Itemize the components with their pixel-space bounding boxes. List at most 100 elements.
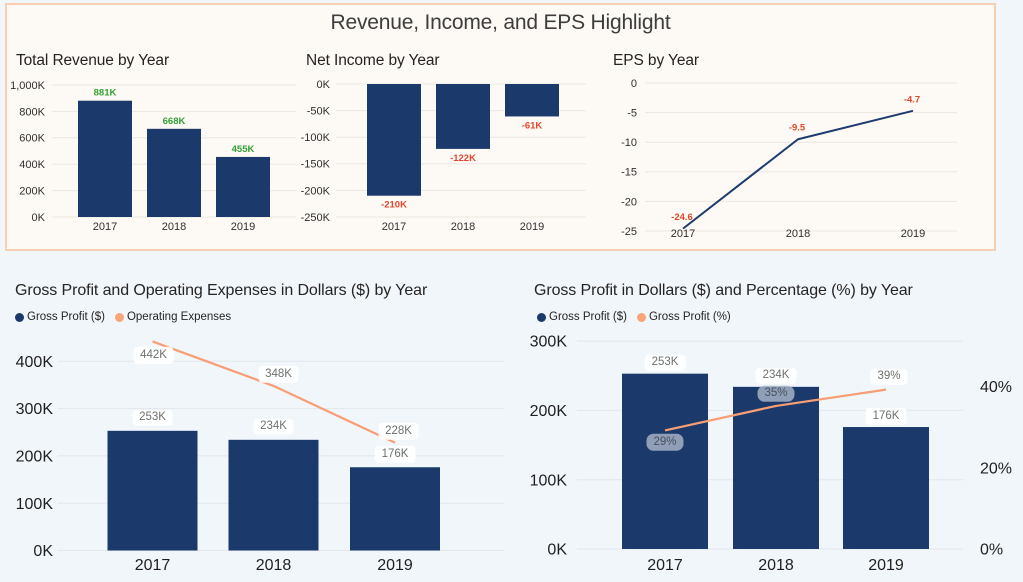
y-axis-tick-label: 400K (19, 159, 45, 171)
eps-chart: 0 -5 -10 -15 -20 -25 2017 2018 2019 -24.6 -9.5 -4.7 (621, 78, 957, 240)
data-label: -24.6 (671, 212, 693, 223)
line-series[interactable] (664, 388, 887, 432)
legend-label: Gross Profit ($) (549, 311, 627, 323)
legend-swatch-gross-profit-icon (15, 312, 24, 322)
line-data-label: 39% (870, 368, 908, 385)
legend-item-gross-profit-dollars[interactable]: Gross Profit ($) (537, 311, 627, 323)
y-axis-tick-label: -10 (621, 137, 637, 149)
y-axis-tick-label: 200K (530, 403, 568, 420)
x-axis-category-label: 2018 (162, 221, 186, 233)
x-axis-category-label: 2018 (451, 221, 475, 233)
page-title: Revenue, Income, and EPS Highlight (330, 11, 671, 34)
bar-2018[interactable] (436, 84, 490, 149)
bar-2019[interactable] (505, 84, 559, 117)
y-axis-tick-label: -50K (307, 105, 331, 117)
y-axis-tick-label: 100K (16, 496, 54, 513)
y-axis-tick-label: -15 (621, 167, 637, 179)
y-axis-tick-label: 300K (16, 401, 54, 418)
bar-data-label: 176K (374, 446, 416, 463)
data-label: -210K (381, 200, 407, 211)
x-axis-category-label: 2019 (231, 221, 255, 233)
chart-title-total-revenue: Total Revenue by Year (16, 52, 170, 69)
legend-gross-profit-opex: Gross Profit ($) Operating Expenses (15, 311, 231, 323)
legend-item-gross-profit-percent[interactable]: Gross Profit (%) (636, 311, 731, 323)
y-axis-tick-label: 0K (547, 542, 567, 559)
y-axis-tick-label: -100K (301, 132, 331, 144)
x-axis-category-label: 2019 (901, 228, 925, 240)
x-axis-category-label: 2017 (135, 557, 171, 574)
y2-axis-tick-label: 20% (980, 460, 1012, 477)
data-label: 881K (94, 88, 117, 99)
legend-label: Gross Profit ($) (27, 311, 105, 323)
gross-profit-opex-chart: 400K 300K 200K 100K 0K 2017 2018 2019 (16, 340, 504, 574)
data-label: -9.5 (789, 123, 806, 134)
y-axis-tick-label: 100K (530, 472, 568, 489)
y-axis-tick-label: 600K (19, 133, 45, 145)
line-data-label: 348K (258, 366, 299, 383)
bar-2018[interactable] (147, 128, 201, 217)
bar-2017[interactable] (78, 100, 132, 217)
x-axis-category-label: 2017 (93, 221, 117, 233)
y-axis-tick-label: 200K (19, 185, 45, 197)
x-axis-category-label: 2017 (382, 221, 406, 233)
data-label: -122K (450, 153, 476, 164)
bar-data-label: 234K (755, 367, 797, 385)
x-axis-category-label: 2018 (758, 557, 794, 574)
net-income-chart: 0K -50K -100K -150K -200K -250K 2017 2018 2019 -2… (301, 79, 586, 233)
legend-item-operating-expenses[interactable]: Operating Expenses (114, 311, 232, 323)
y-axis-tick-label: 1,000K (10, 80, 46, 92)
y-axis-tick-label: -250K (301, 212, 331, 224)
bar-data-label: 234K (253, 418, 294, 436)
data-label: 668K (163, 116, 186, 127)
x-axis-category-label: 2017 (647, 557, 683, 574)
legend-item-gross-profit-dollars[interactable]: Gross Profit ($) (15, 311, 105, 323)
y-axis-tick-label: -150K (301, 159, 331, 171)
legend-label: Operating Expenses (126, 311, 232, 323)
bar-2018[interactable] (228, 439, 319, 551)
line-series[interactable] (152, 340, 396, 444)
bar-data-label: 253K (644, 354, 686, 371)
x-axis-category-label: 2017 (671, 228, 695, 240)
bar-2019[interactable] (350, 467, 440, 551)
y-axis-tick-label: -25 (621, 226, 637, 238)
data-label: 455K (232, 144, 255, 155)
data-label: -4.7 (904, 94, 920, 105)
x-axis-category-label: 2019 (868, 557, 904, 574)
y-axis-tick-label: 0K (33, 543, 53, 560)
legend-swatch-gross-profit-pct-icon (636, 312, 646, 322)
bar-2017[interactable] (107, 430, 198, 551)
legend-gross-profit-pct: Gross Profit ($) Gross Profit (%) (537, 311, 731, 323)
gross-profit-pct-chart: 300K 200K 100K 0K 40% 20% 0% 2017 2018 2019 (530, 334, 1012, 574)
y2-axis-tick-label: 0% (980, 542, 1003, 559)
y-axis-tick-label: -200K (301, 185, 331, 197)
bar-2017[interactable] (367, 84, 421, 196)
legend-swatch-gross-profit-icon (537, 312, 546, 322)
eps-line[interactable] (682, 109, 914, 230)
chart-title-eps: EPS by Year (613, 52, 699, 69)
y-axis-tick-label: 800K (19, 106, 45, 118)
bar-data-label: 176K (865, 407, 907, 425)
bar-2019[interactable] (843, 427, 929, 549)
legend-label: Gross Profit (%) (648, 311, 731, 323)
bar-data-label: 253K (132, 409, 173, 427)
y-axis-tick-label: 300K (530, 334, 568, 351)
bar-2018[interactable] (733, 386, 819, 549)
x-axis-category-label: 2018 (786, 228, 810, 240)
y-axis-tick-label: 400K (16, 354, 54, 371)
legend-swatch-operating-expenses-icon (114, 312, 124, 322)
y-axis-tick-label: 0K (317, 79, 331, 91)
y-axis-tick-label: 0K (32, 212, 46, 224)
x-axis-category-label: 2019 (520, 221, 544, 233)
total-revenue-chart: 1,000K 800K 600K 400K 200K 0K 2017 2018 2019 881K… (10, 80, 296, 233)
line-data-label: 35% (757, 385, 795, 403)
y-axis-tick-label: -20 (621, 196, 637, 208)
bar-2017[interactable] (622, 373, 708, 549)
chart-title-net-income: Net Income by Year (306, 52, 440, 69)
bar-2019[interactable] (216, 156, 270, 217)
line-data-label: 29% (646, 434, 684, 451)
data-label: -61K (522, 120, 543, 131)
line-data-label: 228K (378, 422, 419, 440)
line-data-label: 442K (133, 347, 174, 364)
